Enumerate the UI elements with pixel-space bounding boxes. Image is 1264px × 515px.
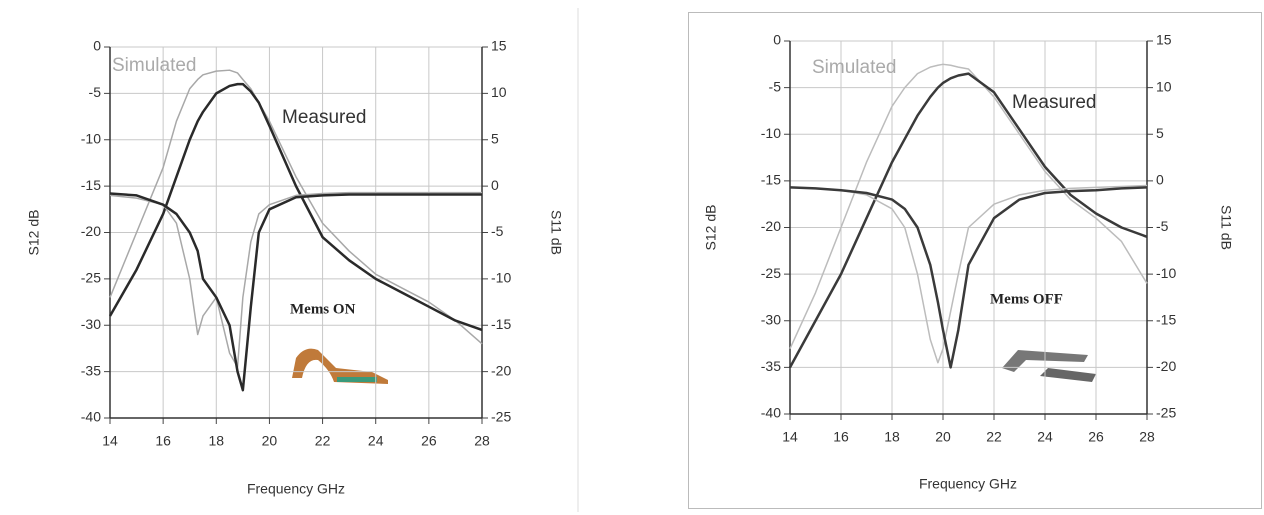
x-tick-label: 24 <box>368 433 384 449</box>
y2-tick-label: 15 <box>1156 32 1172 48</box>
y-tick-label: -5 <box>769 78 782 94</box>
y2-tick-label: -20 <box>1156 358 1176 374</box>
y-tick-label: 0 <box>93 38 101 54</box>
x-tick-label: 14 <box>102 433 118 449</box>
y2-tick-label: 5 <box>1156 125 1164 141</box>
y-tick-label: -25 <box>761 265 781 281</box>
x-tick-label: 28 <box>1139 429 1155 445</box>
y2-tick-label: -15 <box>491 316 511 332</box>
annotation: Mems ON <box>290 301 356 317</box>
y2-tick-label: 15 <box>491 38 507 54</box>
y2-tick-label: -15 <box>1156 311 1176 327</box>
y-tick-label: -30 <box>81 316 101 332</box>
y2-tick-label: -10 <box>491 270 511 286</box>
x-tick-label: 26 <box>421 433 437 449</box>
y2-tick-label: 10 <box>491 84 507 100</box>
x-tick-label: 22 <box>315 433 331 449</box>
x-tick-label: 24 <box>1037 429 1053 445</box>
y2-tick-label: -20 <box>491 362 511 378</box>
x-tick-label: 16 <box>155 433 171 449</box>
y-tick-label: -35 <box>81 362 101 378</box>
y2-tick-label: -5 <box>1156 218 1169 234</box>
y2-axis-label: S11 dB <box>548 210 564 255</box>
y-tick-label: 0 <box>773 32 781 48</box>
x-tick-label: 14 <box>782 429 798 445</box>
y2-tick-label: -25 <box>1156 405 1176 421</box>
x-axis-label: Frequency GHz <box>247 481 345 497</box>
series-line <box>110 193 482 367</box>
y-tick-label: -30 <box>761 311 781 327</box>
y2-tick-label: -10 <box>1156 265 1176 281</box>
x-tick-label: 18 <box>884 429 900 445</box>
y2-axis-label: S11 dB <box>1218 205 1234 250</box>
y2-tick-label: 10 <box>1156 78 1172 94</box>
y2-tick-label: 5 <box>491 130 499 146</box>
y2-tick-label: -5 <box>491 223 504 239</box>
y-tick-label: -20 <box>81 223 101 239</box>
y-tick-label: -35 <box>761 358 781 374</box>
x-tick-label: 22 <box>986 429 1002 445</box>
x-tick-label: 20 <box>935 429 951 445</box>
y2-tick-label: -25 <box>491 409 511 425</box>
y-tick-label: -40 <box>81 409 101 425</box>
figure: 0 -5 -10 -15 -20 -25 -30 -35 -40 15 10 5 0 -5 -10 -15 -2… <box>0 0 1264 515</box>
y-tick-label: -25 <box>81 270 101 286</box>
annotation: Simulated <box>812 57 897 78</box>
x-tick-label: 16 <box>833 429 849 445</box>
annotation: Mems OFF <box>990 291 1063 307</box>
x-tick-label: 28 <box>474 433 490 449</box>
y-tick-label: -40 <box>761 405 781 421</box>
y-tick-label: -15 <box>761 172 781 188</box>
x-tick-label: 26 <box>1088 429 1104 445</box>
annotation: Measured <box>282 107 367 128</box>
y-axis-label: S12 dB <box>703 205 719 251</box>
mems-on-icon <box>292 349 388 384</box>
y-tick-label: -5 <box>89 84 102 100</box>
chart: 0 -5 -10 -15 -20 -25 -30 -35 -40 15 10 5 0 -5 -10 -15 -2… <box>26 38 565 497</box>
y2-tick-label: 0 <box>1156 172 1164 188</box>
chart: 0 -5 -10 -15 -20 -25 -30 -35 -40 15 10 5 0 -5 -10 -15 -2… <box>703 32 1235 492</box>
annotation: Simulated <box>112 55 197 76</box>
y-tick-label: -15 <box>81 177 101 193</box>
y2-tick-label: 0 <box>491 177 499 193</box>
y-tick-label: -10 <box>81 130 101 146</box>
annotation: Measured <box>1012 92 1097 113</box>
mems-off-icon <box>1002 350 1096 382</box>
x-tick-label: 20 <box>262 433 278 449</box>
y-tick-label: -20 <box>761 218 781 234</box>
y-axis-label: S12 dB <box>26 210 42 256</box>
x-tick-label: 18 <box>208 433 224 449</box>
series-line <box>790 187 1147 367</box>
x-axis-label: Frequency GHz <box>919 476 1017 492</box>
y-tick-label: -10 <box>761 125 781 141</box>
